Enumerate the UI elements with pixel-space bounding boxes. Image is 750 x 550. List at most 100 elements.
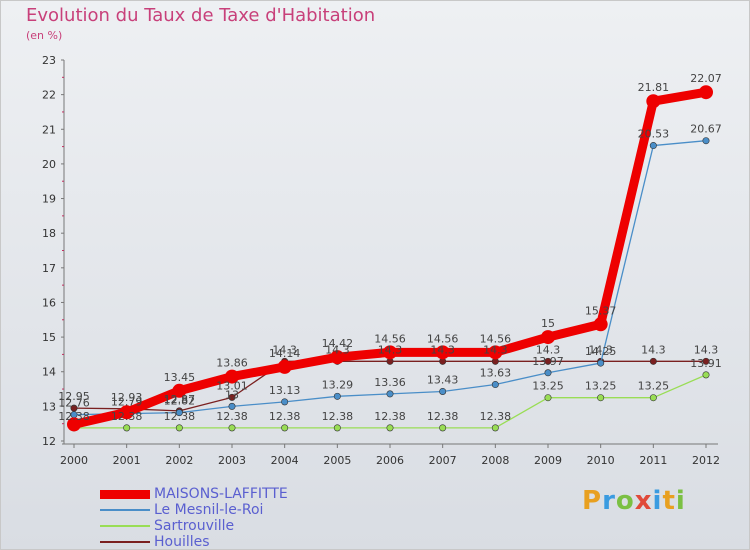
logo-letter: P [582,486,603,516]
data-label: 21.81 [638,81,670,94]
y-tick-label: 21 [42,123,56,136]
data-label: 14.3 [694,343,719,356]
logo-letter: t [662,486,676,516]
data-point [281,424,289,432]
data-label: 12.79 [111,396,143,409]
data-point [597,359,605,367]
data-label: 14.25 [585,345,617,358]
data-label: 14.3 [378,343,403,356]
data-point [172,383,187,398]
data-point [67,417,81,432]
data-label: 13.45 [164,371,196,384]
x-tick-label: 2008 [481,454,509,467]
data-label: 12.38 [58,410,90,423]
data-point [123,424,131,432]
data-label: 14.3 [641,343,666,356]
data-label: 13.25 [585,380,617,393]
data-label: 13.91 [690,357,722,370]
x-tick-label: 2002 [165,454,193,467]
data-label: 13.25 [532,380,564,393]
data-label: 12.38 [164,410,196,423]
legend-label: Houilles [154,534,210,550]
data-label: 13.01 [216,379,248,392]
data-point [281,398,289,406]
data-point [333,424,341,432]
data-point [702,357,710,365]
data-label: 14.56 [427,332,459,345]
y-tick-label: 12 [42,435,56,448]
data-label: 14.3 [483,343,508,356]
data-point [225,369,239,384]
data-label: 14.42 [322,337,354,350]
data-point [699,85,713,100]
data-label: 20.53 [638,128,670,141]
data-point [228,402,236,410]
data-point [119,405,134,420]
data-label: 13.43 [427,373,459,386]
y-tick-label: 18 [42,227,56,240]
x-tick-label: 2004 [271,454,299,467]
data-label: 12.38 [427,410,459,423]
data-point [277,359,292,374]
y-tick-label: 15 [42,331,56,344]
data-label: 13 [225,388,239,401]
data-point [228,424,236,432]
data-label: 14.56 [480,332,512,345]
chart-subtitle: (en %) [26,29,63,42]
data-label: 12.38 [216,410,248,423]
y-tick-label: 22 [42,89,56,102]
logo-letter: x [634,486,653,516]
legend-swatch [100,489,150,499]
x-tick-label: 2006 [376,454,404,467]
data-label: 14.3 [325,343,350,356]
x-tick-label: 2012 [692,454,720,467]
y-tick-label: 16 [42,296,56,309]
y-tick-label: 13 [42,400,56,413]
data-point [386,424,394,432]
data-point [649,357,657,365]
chart-title: Evolution du Taux de Taxe d'Habitation [26,5,376,26]
legend-swatch [100,525,150,527]
data-label: 12.38 [269,410,301,423]
data-point [439,424,447,432]
data-point [228,393,236,401]
legend-swatch [100,509,150,511]
data-point [544,394,552,402]
legend-swatch [100,541,150,543]
data-point [702,137,710,145]
logo-letter: i [675,486,686,516]
data-label: 12.76 [58,397,90,410]
y-tick-label: 23 [42,54,56,67]
data-point [649,142,657,150]
legend-label: MAISONS-LAFFITTE [154,486,288,502]
data-point [702,371,710,379]
data-label: 12.38 [374,410,406,423]
data-point [330,350,345,365]
data-label: 13.97 [532,355,564,368]
data-point [175,409,183,417]
data-point [383,345,397,360]
x-tick-label: 2005 [323,454,351,467]
x-tick-label: 2010 [587,454,615,467]
proxiti-logo: Proxiti [582,486,686,516]
data-label: 15.37 [585,304,617,317]
data-label: 13.86 [216,357,248,370]
legend-label: Sartrouville [154,518,235,534]
data-label: 12.95 [58,390,90,403]
y-tick-label: 14 [42,366,56,379]
data-label: 14.14 [269,347,301,360]
data-label: 12.87 [164,393,196,406]
data-label: 14.3 [430,343,455,356]
data-label: 13.36 [374,376,406,389]
logo-letter: i [652,486,663,516]
data-point [544,369,552,377]
y-tick-label: 17 [42,262,56,275]
data-point [435,345,450,360]
data-point [649,394,657,402]
data-point [439,387,447,395]
data-label: 12.82 [164,395,196,408]
y-tick-label: 20 [42,158,56,171]
data-point [491,381,499,389]
